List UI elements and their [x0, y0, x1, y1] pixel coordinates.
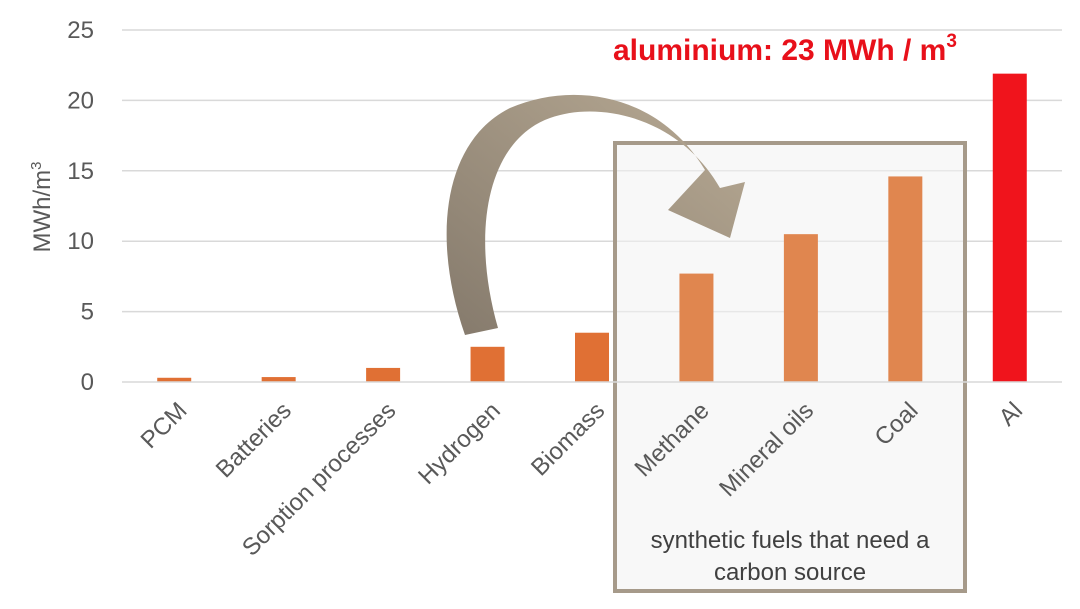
- bar-methane: [679, 273, 714, 382]
- bar-sorption-processes: [366, 367, 401, 382]
- curved-arrow: [446, 94, 745, 336]
- category-label: Al: [994, 397, 1028, 431]
- category-label: PCM: [136, 397, 193, 454]
- y-axis-label: MWh/m3: [28, 162, 56, 253]
- group-box-label-line-2: carbon source: [714, 559, 866, 586]
- y-axis-label-superscript: 3: [28, 162, 45, 170]
- y-tick-label: 0: [81, 369, 94, 396]
- y-tick-label: 15: [67, 158, 94, 185]
- bar-biomass: [575, 332, 609, 382]
- category-label: Batteries: [211, 397, 297, 483]
- bar-mineral-oils: [783, 234, 818, 382]
- bar-hydrogen: [470, 346, 505, 382]
- y-axis-label-text: MWh/m: [29, 170, 56, 253]
- aluminium-callout: aluminium: 23 MWh / m3: [613, 31, 957, 67]
- bar-coal: [888, 176, 923, 382]
- y-tick-label: 10: [67, 228, 94, 255]
- group-box-label-line-1: synthetic fuels that need a: [651, 527, 931, 554]
- y-tick-label: 20: [67, 87, 94, 114]
- category-label: Hydrogen: [413, 397, 506, 490]
- bar-batteries: [261, 377, 296, 382]
- y-axis-ticks: 0 5 10 15 20 25: [67, 17, 94, 396]
- aluminium-callout-text: aluminium: 23 MWh / m: [613, 34, 946, 67]
- category-label: Biomass: [526, 397, 610, 481]
- y-tick-label: 5: [81, 299, 94, 326]
- aluminium-callout-superscript: 3: [946, 31, 957, 52]
- bar-pcm: [157, 377, 192, 382]
- bars: [157, 73, 1027, 382]
- y-tick-label: 25: [67, 17, 94, 44]
- bar-al: [992, 73, 1027, 382]
